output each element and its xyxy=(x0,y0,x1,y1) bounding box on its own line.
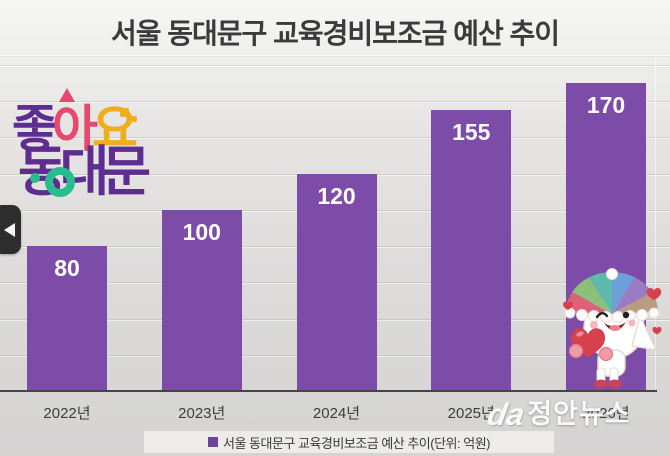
legend-swatch-icon xyxy=(208,437,218,447)
x-axis-line xyxy=(0,390,657,392)
slide-right-edge xyxy=(655,57,656,391)
carousel-prev-button[interactable] xyxy=(0,205,21,254)
logo-triangle-icon xyxy=(59,88,75,102)
news-logo-icon: da xyxy=(484,397,528,432)
open-eye xyxy=(622,311,630,319)
bar-2025년: 155 xyxy=(431,110,512,391)
bar-value-label: 120 xyxy=(317,182,356,209)
mitt-hand xyxy=(598,346,614,362)
bar-value-label: 155 xyxy=(452,119,491,146)
small-hearts-icon xyxy=(563,288,662,335)
mascot-shoe xyxy=(594,379,608,389)
header-divider-2 xyxy=(0,66,670,67)
x-axis-label-2023년: 2023년 xyxy=(178,405,226,422)
logo-line2: 동대문 xyxy=(18,142,149,202)
gridline xyxy=(0,64,670,66)
like-dongdaemun-logo: 좋아요 동대문 xyxy=(12,88,157,202)
mascot-shoe xyxy=(608,379,622,389)
mitt-hand xyxy=(568,343,584,359)
x-axis-label-2024년: 2024년 xyxy=(312,405,361,422)
x-axis-label-2022년: 2022년 xyxy=(43,405,91,422)
watermark-text: 정안뉴스 xyxy=(527,399,631,429)
chart-title: 서울 동대문구 교육경비보조금 예산 추이 xyxy=(110,18,560,49)
x-axis-label-2026년: 2026년 xyxy=(582,405,630,422)
mascot-cape xyxy=(631,314,658,351)
left-arrow-icon xyxy=(3,222,15,237)
logo-green-dot-icon xyxy=(30,173,40,183)
bar-2024년: 120 xyxy=(296,173,377,391)
logo-yellow-dot2-icon xyxy=(131,116,137,122)
bar-value-label: 80 xyxy=(54,255,80,281)
bar-value-label: 170 xyxy=(586,91,626,118)
wink-eye xyxy=(595,312,609,319)
logo-green-ring-icon xyxy=(45,167,75,197)
bar-2022년: 80 xyxy=(27,246,107,391)
gridline xyxy=(0,101,670,102)
x-axis-label-2025년: 2025년 xyxy=(447,405,495,422)
mascot-illustration xyxy=(563,268,662,389)
header-divider xyxy=(0,55,670,56)
logo-yellow-dot-icon xyxy=(120,108,129,117)
watermark: da 정안뉴스 xyxy=(484,397,631,432)
bar-value-label: 100 xyxy=(182,218,221,245)
gridline xyxy=(0,137,670,139)
rainbow-hat-icon xyxy=(564,268,660,323)
bar-2023년: 100 xyxy=(161,209,242,391)
legend-label: 서울 동대문구 교육경비보조금 예산 추이(단위: 억원) xyxy=(223,435,491,451)
chart-legend: 서울 동대문구 교육경비보조금 예산 추이(단위: 억원) xyxy=(144,431,554,453)
